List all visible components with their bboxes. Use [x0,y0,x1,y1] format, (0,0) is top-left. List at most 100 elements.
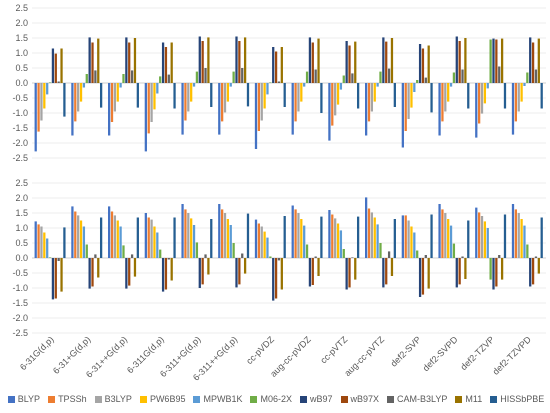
bar-mpwb1k [449,83,453,87]
bar-mpwb1k [229,225,232,258]
bar-hissbpbe [283,83,286,107]
bar-pw6b95 [520,83,523,102]
legend-item: B3LYP [94,394,132,404]
bar-pw6b95 [483,221,487,258]
legend-label: B3LYP [104,394,132,404]
bar-wb97x [238,258,241,285]
bar-wb97x [201,41,204,83]
bar-hissbpbe [246,213,250,258]
bar-wb97x [91,258,94,287]
legend-label: BLYP [17,394,41,404]
bar-m11 [427,258,430,289]
bar-blyp [144,213,147,258]
bar-m06-2x [379,71,382,83]
bar-wb97x [495,258,498,287]
bar-cam-b3lyp [351,257,354,258]
bar-cam-b3lyp [424,77,427,83]
bar-wb97x [385,41,388,83]
bar-tpssh [147,217,150,258]
bar-pw6b95 [190,83,193,102]
bar-wb97 [161,42,165,83]
bar-blyp [108,83,111,136]
bar-mpwb1k [46,83,49,95]
bar-tpssh [514,83,517,122]
bar-m06-2x [195,71,199,83]
bar-m11 [97,38,100,83]
bar-cam-b3lyp [498,255,501,258]
bar-mpwb1k [486,228,489,258]
x-category-label: 6-31G(d,p) [18,334,56,372]
bar-hissbpbe [136,83,139,108]
bar-cam-b3lyp [534,69,538,83]
bar-m11 [464,258,467,279]
legend-swatch [455,395,463,403]
bar-hissbpbe [99,217,103,258]
bar-wb97 [345,41,348,83]
y-tick-label: 0.5 [15,63,28,73]
bar-m11 [133,38,137,83]
bar-wb97 [455,258,458,288]
bar-tpssh [404,215,407,258]
legend-item: TPSSh [48,394,87,404]
bar-b3lyp [223,213,227,258]
bar-pw6b95 [153,226,156,258]
bar-wb97x [531,42,535,83]
bar-tpssh [37,224,40,258]
bar-b3lyp [187,83,190,112]
bar-m11 [390,38,394,83]
y-tick-label: 1.5 [15,208,28,218]
bar-mpwb1k [376,83,379,87]
legend-label: wB97 [310,394,333,404]
legend-item: wB97 [300,394,333,404]
bar-blyp [218,83,221,135]
bar-m06-2x [526,72,529,83]
bar-pw6b95 [43,83,46,109]
legend-item: PW6B95 [139,394,185,404]
bar-cam-b3lyp [204,254,207,258]
bar-b3lyp [334,83,337,116]
bar-cam-b3lyp [167,258,170,260]
x-category-label: def2-SVP [389,334,423,368]
bar-cam-b3lyp [277,81,281,83]
bar-tpssh [404,83,407,131]
bar-wb97x [164,258,168,290]
bar-cam-b3lyp [387,68,391,83]
bar-wb97 [272,258,275,301]
bar-hissbpbe [467,220,470,258]
bar-tpssh [441,83,444,122]
legend-swatch [250,395,258,403]
bar-blyp [511,204,515,258]
bar-hissbpbe [467,83,470,109]
bar-wb97 [529,37,532,83]
bar-blyp [475,83,478,138]
bar-cam-b3lyp [204,68,207,83]
bar-m06-2x [452,72,456,83]
bar-mpwb1k [192,225,196,258]
bar-blyp [71,206,74,258]
bar-blyp [438,83,441,136]
bar-b3lyp [187,213,190,258]
bar-mpwb1k [266,237,269,258]
bar-mpwb1k [46,238,49,258]
bar-m11 [243,37,247,83]
y-tick-label: -0.5 [12,93,28,103]
legend-label: MPWB1K [203,394,243,404]
bar-wb97x [164,47,168,83]
y-tick-label: -1.5 [12,298,28,308]
bar-wb97 [125,258,128,289]
bar-b3lyp [260,83,263,121]
bar-wb97x [201,258,204,285]
bar-blyp [108,206,111,258]
bar-blyp [181,83,184,135]
bar-cam-b3lyp [167,74,170,83]
bar-cam-b3lyp [57,258,60,261]
bar-pw6b95 [447,83,450,102]
legend-label: wB97X [350,394,380,404]
bar-m11 [170,258,173,281]
chart-panel-top: 2.5 2.0 1.5 1.0 0.5 0.0 -0.5 -1.0 -1.5 -2.0 -2.5 [12,3,546,163]
bar-mpwb1k [82,226,86,258]
legend-label: M06-2X [260,394,292,404]
bar-cam-b3lyp [351,73,354,83]
bar-b3lyp [517,213,520,258]
bar-m06-2x [159,249,162,258]
